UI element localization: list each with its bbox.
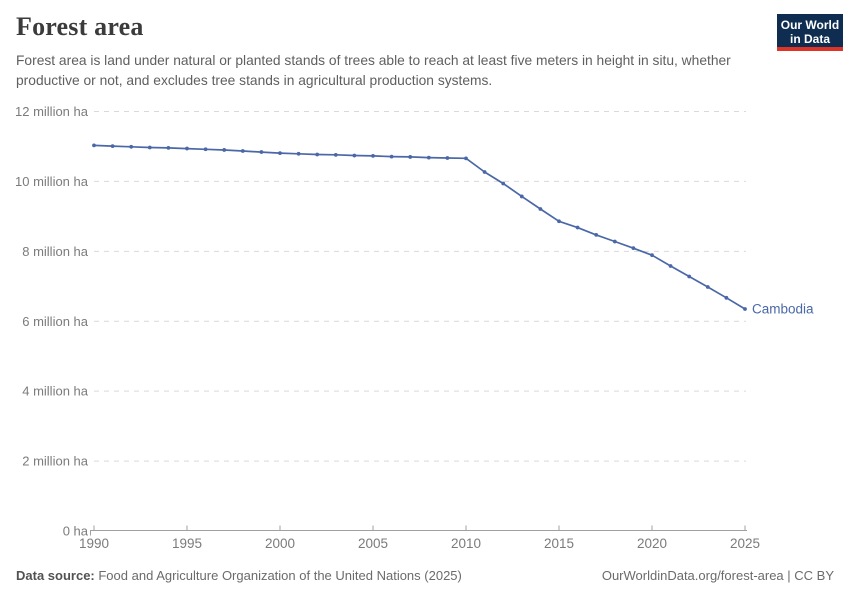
data-point	[557, 219, 561, 224]
data-point	[296, 151, 301, 156]
footer-link[interactable]: OurWorldinData.org/forest-area | CC BY	[601, 568, 834, 583]
data-source-text: Food and Agriculture Organization of the…	[94, 568, 462, 583]
owid-logo: Our World in Data	[777, 14, 843, 50]
data-point	[743, 307, 747, 311]
data-point	[426, 155, 431, 160]
data-series-line	[93, 144, 746, 310]
data-point	[185, 146, 189, 151]
data-point	[408, 155, 413, 159]
data-point	[333, 152, 338, 157]
y-axis-tick-label: 4 million ha	[22, 384, 89, 399]
x-axis-tick-label: 2015	[544, 536, 574, 551]
x-axis-tick-label: 2020	[637, 536, 667, 551]
series-entity-label: Cambodia	[752, 302, 814, 317]
y-axis-tick-label: 12 million ha	[15, 104, 89, 119]
data-point	[110, 144, 115, 149]
data-point	[389, 154, 394, 159]
data-point	[631, 246, 636, 251]
logo-line2: in Data	[789, 32, 830, 47]
y-axis-tick-label: 10 million ha	[15, 174, 89, 189]
data-point	[240, 149, 245, 153]
x-axis-tick-label: 2000	[265, 536, 295, 551]
data-point	[724, 295, 729, 300]
data-point	[371, 153, 375, 158]
data-point	[575, 225, 580, 230]
data-point	[687, 274, 692, 279]
data-point	[668, 264, 673, 268]
data-point	[538, 207, 543, 211]
data-point	[259, 150, 264, 154]
y-axis-tick-label: 6 million ha	[22, 314, 89, 329]
chart-footer: Data source: Food and Agriculture Organi…	[16, 568, 834, 583]
x-axis-tick-label: 2005	[358, 536, 388, 551]
data-point	[650, 253, 654, 258]
x-axis-tick-label: 1990	[79, 536, 109, 551]
y-axis-tick-label: 0 ha	[63, 524, 89, 539]
logo-line1: Our World	[780, 18, 840, 32]
data-point	[278, 151, 282, 156]
x-axis-tick-label: 2010	[451, 536, 481, 551]
data-point	[519, 194, 524, 199]
data-source-label: Data source:	[16, 568, 95, 583]
y-axis-tick-label: 8 million ha	[22, 244, 89, 259]
data-point	[445, 156, 450, 160]
data-point	[147, 145, 152, 150]
y-axis-tick-label: 2 million ha	[22, 454, 89, 469]
data-source: Data source: Food and Agriculture Organi…	[16, 568, 462, 583]
page-title: Forest area	[16, 12, 144, 41]
x-axis-tick-label: 2025	[730, 536, 760, 551]
data-point	[315, 152, 320, 157]
data-point	[705, 285, 710, 289]
data-point	[222, 148, 227, 152]
data-point	[129, 144, 134, 149]
data-point	[166, 145, 171, 150]
logo-red-bar	[777, 47, 843, 51]
data-point	[92, 143, 96, 148]
data-point	[482, 170, 487, 174]
x-axis-tick-label: 1995	[172, 536, 202, 551]
chart-subtitle: Forest area is land under natural or pla…	[16, 53, 731, 89]
data-point	[352, 153, 357, 158]
data-point	[612, 239, 617, 244]
data-point	[203, 147, 208, 152]
data-point	[594, 233, 599, 237]
data-point	[501, 181, 506, 186]
data-point	[464, 156, 468, 161]
